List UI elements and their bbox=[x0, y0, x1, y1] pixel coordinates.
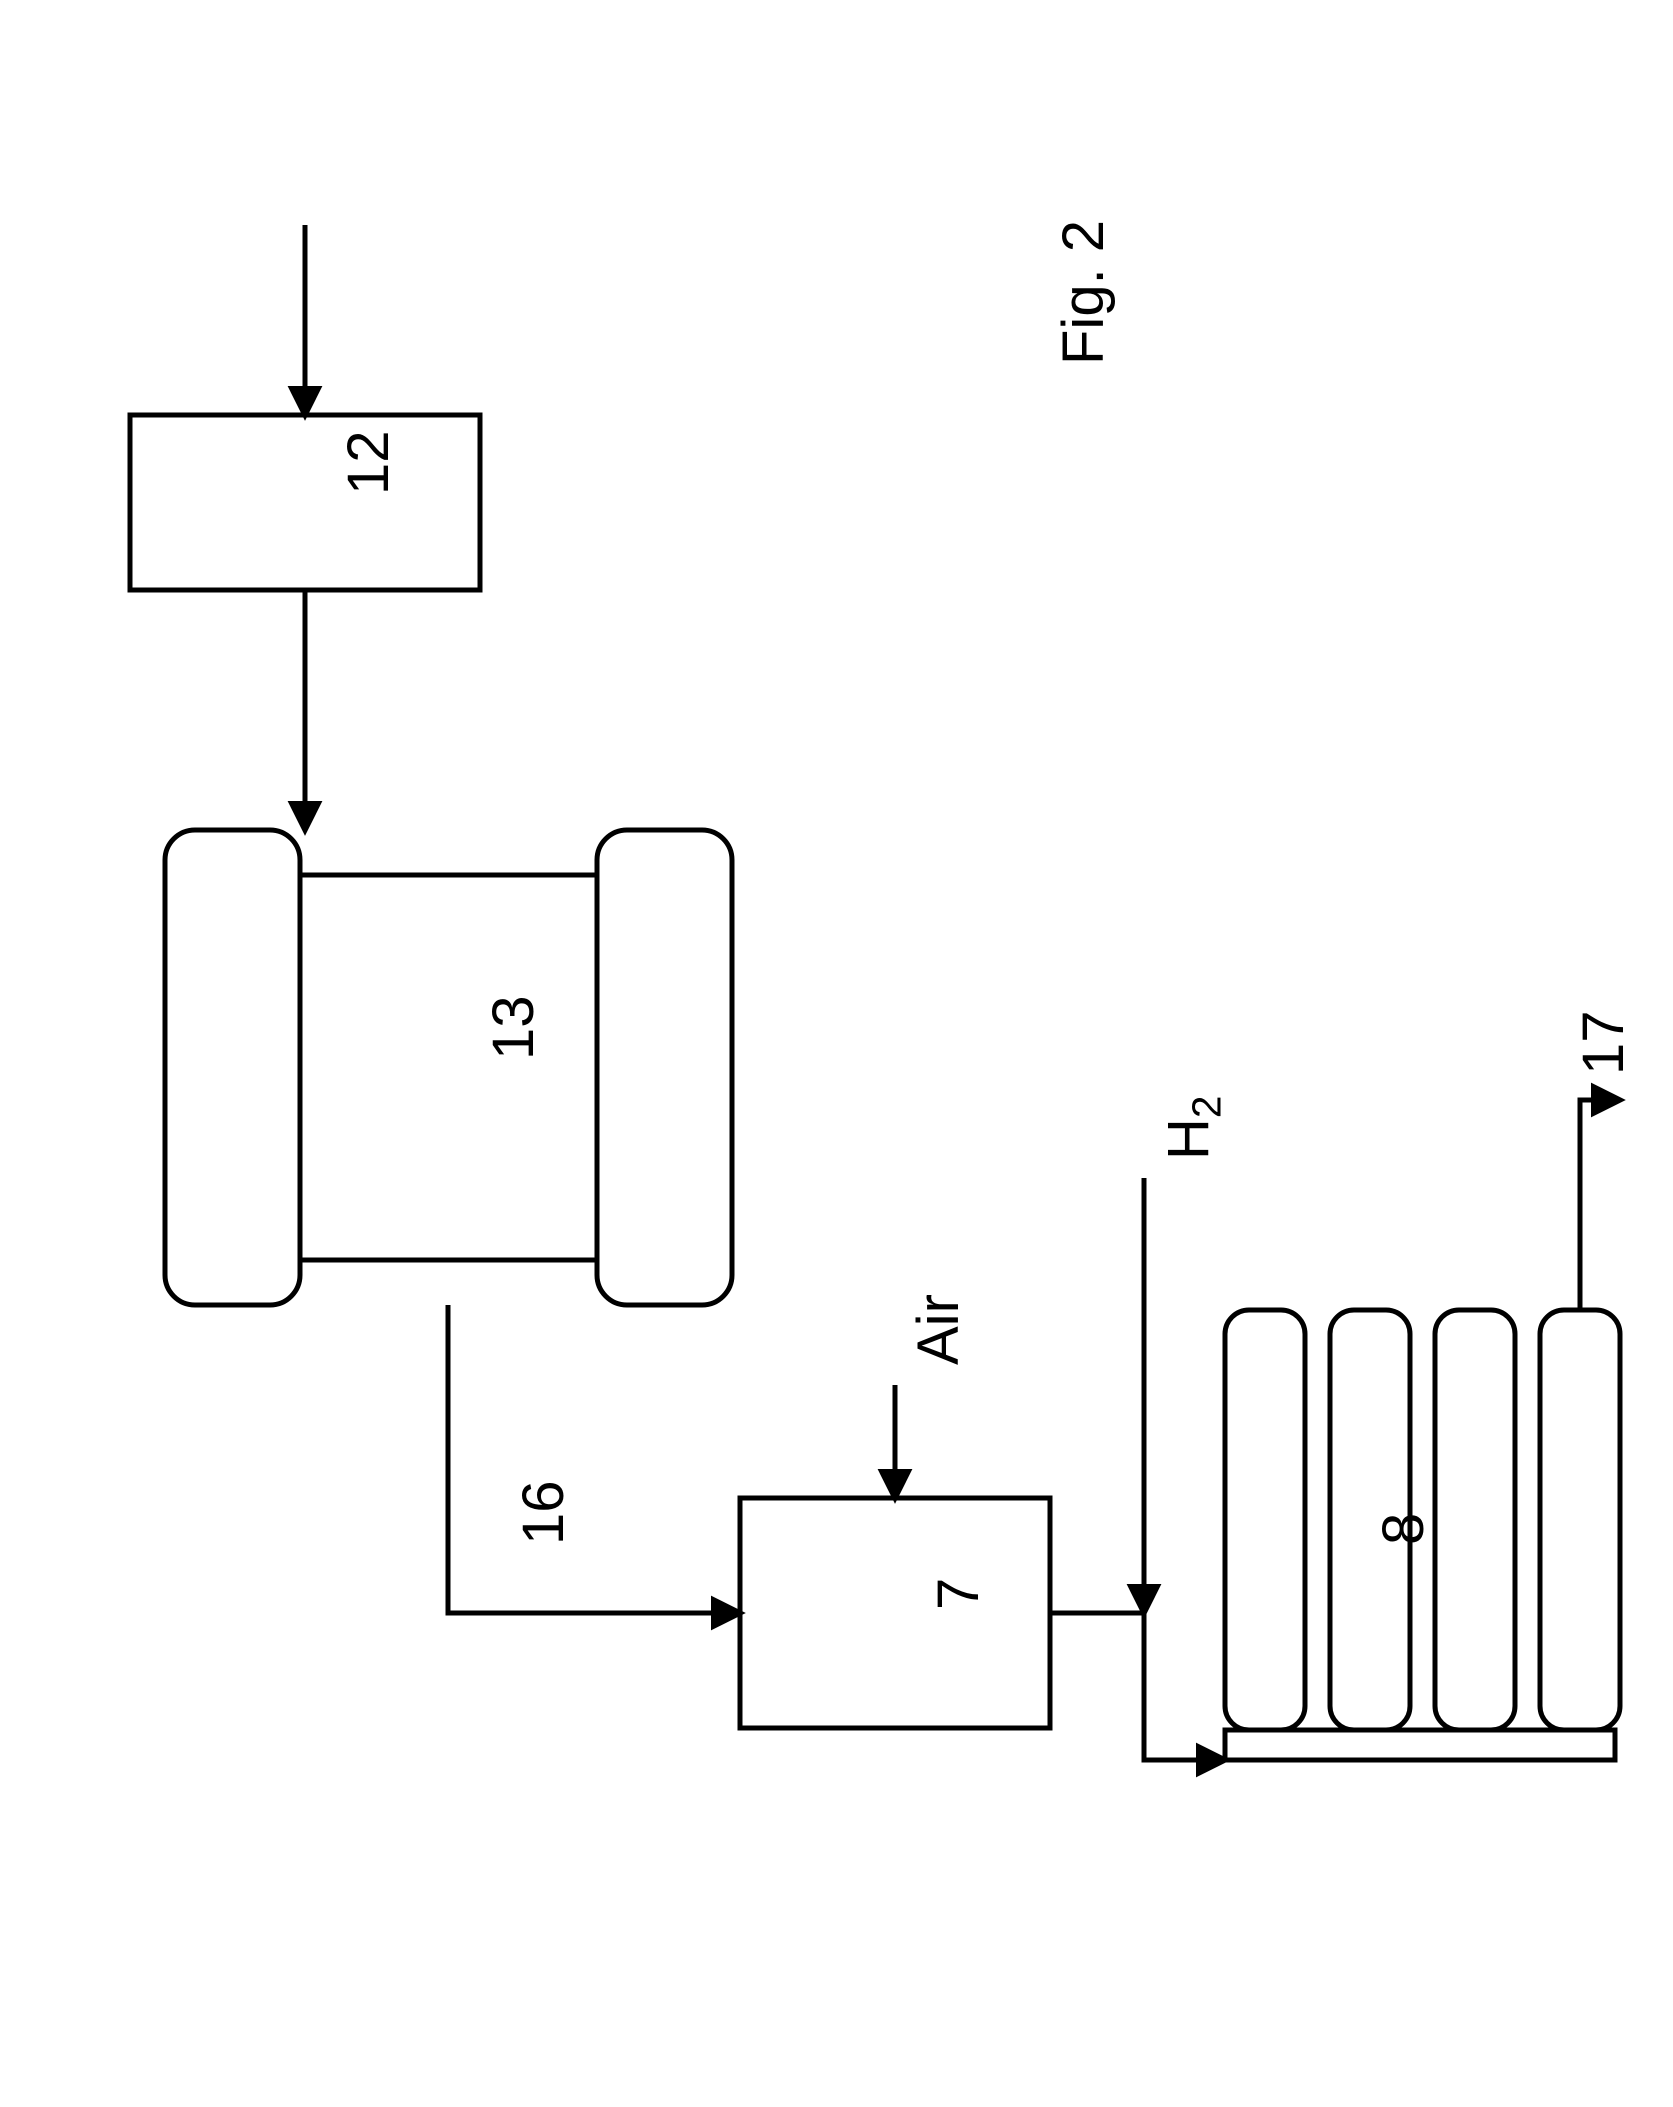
block-7 bbox=[740, 1498, 1050, 1728]
label-block-8: 8 bbox=[1370, 1513, 1437, 1545]
flow-17 bbox=[1580, 1100, 1620, 1310]
label-h2-text: H bbox=[1156, 1118, 1221, 1160]
block-13-column-1 bbox=[597, 830, 732, 1305]
label-edge-16: 16 bbox=[510, 1480, 577, 1545]
block-13-column-0 bbox=[165, 830, 300, 1305]
process-diagram bbox=[0, 0, 1673, 2107]
block-12 bbox=[130, 415, 480, 590]
block-8-header bbox=[1225, 1730, 1615, 1760]
label-edge-17: 17 bbox=[1570, 1010, 1637, 1075]
label-h2-input: H2 bbox=[1155, 1096, 1231, 1160]
block-8-column-3 bbox=[1540, 1310, 1620, 1730]
flow-into-8 bbox=[1144, 1613, 1225, 1760]
label-block-13: 13 bbox=[480, 995, 547, 1060]
label-block-7: 7 bbox=[925, 1578, 992, 1610]
label-air-input: Air bbox=[905, 1294, 972, 1365]
figure-title: Fig. 2 bbox=[1050, 220, 1117, 365]
label-block-12: 12 bbox=[335, 430, 402, 495]
block-8-column-2 bbox=[1435, 1310, 1515, 1730]
flow-16 bbox=[448, 1305, 740, 1613]
label-h2-sub: 2 bbox=[1184, 1096, 1230, 1119]
block-8-column-0 bbox=[1225, 1310, 1305, 1730]
